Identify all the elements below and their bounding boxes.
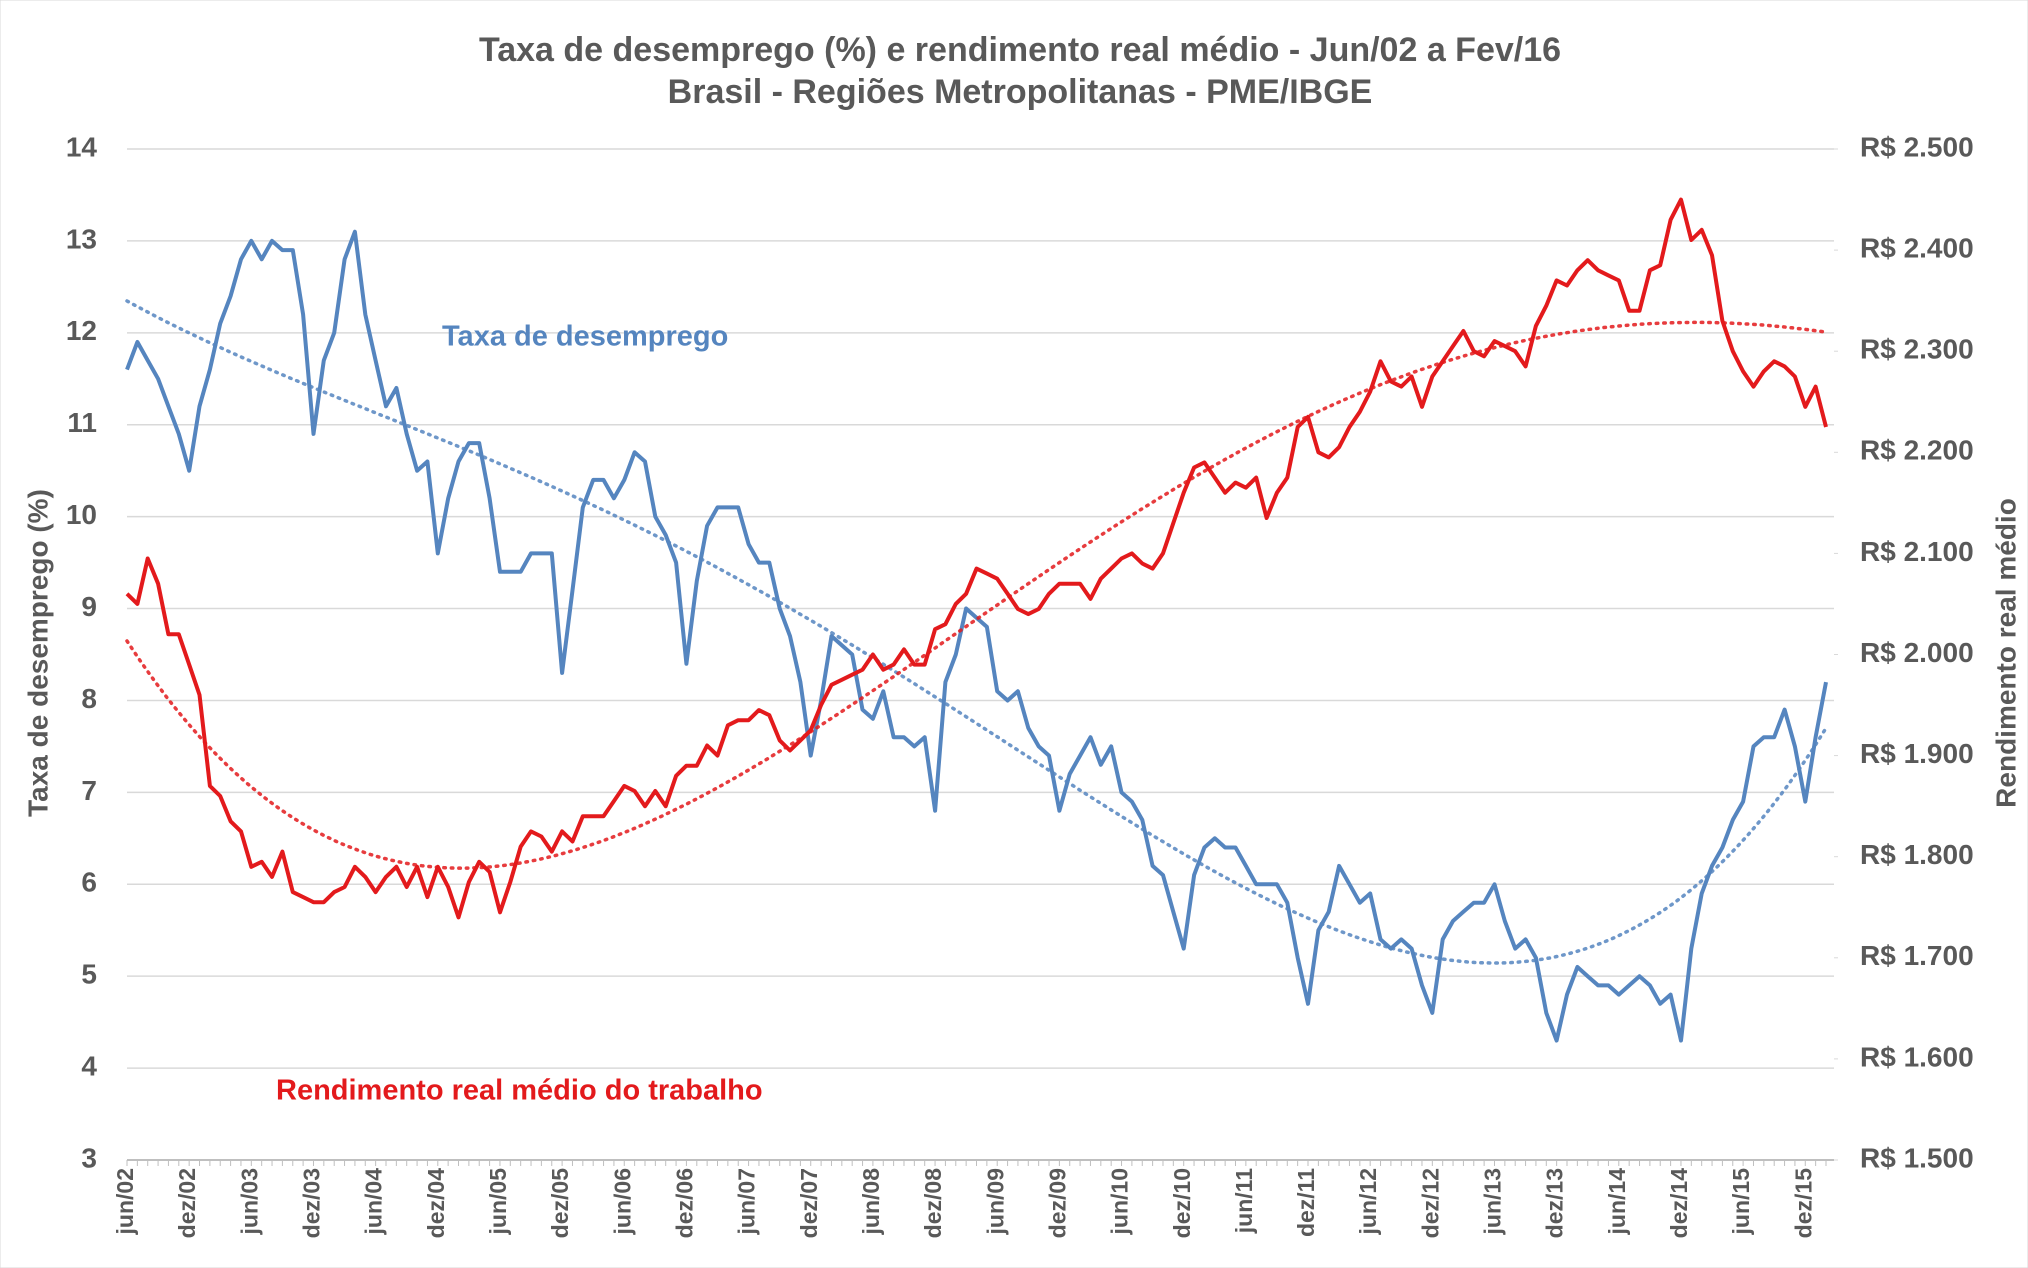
chart-subtitle: Brasil - Regiões Metropolitanas - PME/IB… xyxy=(668,73,1373,111)
y-tick-label: 9 xyxy=(81,591,97,622)
series-label: Taxa de desemprego xyxy=(442,321,728,353)
y-tick-label: 5 xyxy=(81,959,97,990)
y-axis-title: Taxa de desemprego (%) xyxy=(22,489,53,817)
y-tick-label: 4 xyxy=(81,1050,97,1081)
y-tick-label: 7 xyxy=(81,775,97,806)
y-tick-label: 14 xyxy=(66,131,98,162)
y2-tick-label: R$ 2.100 xyxy=(1860,536,1974,567)
x-tick-label: dez/13 xyxy=(1542,1168,1568,1238)
x-tick-label: dez/15 xyxy=(1790,1168,1816,1239)
y2-tick-label: R$ 1.700 xyxy=(1860,940,1974,971)
y2-axis-title: Rendimento real médio xyxy=(1990,498,2021,808)
x-tick-label: jun/03 xyxy=(236,1168,262,1235)
x-tick-label: jun/11 xyxy=(1231,1168,1257,1234)
x-tick-label: dez/11 xyxy=(1293,1168,1319,1237)
x-tick-label: jun/13 xyxy=(1480,1168,1506,1235)
y2-tick-label: R$ 2.200 xyxy=(1860,435,1974,466)
x-tick-label: dez/06 xyxy=(672,1168,698,1238)
y2-tick-label: R$ 1.900 xyxy=(1860,738,1974,769)
x-tick-label: dez/08 xyxy=(920,1168,946,1239)
y2-tick-label: R$ 1.600 xyxy=(1860,1041,1974,1072)
y-tick-label: 6 xyxy=(81,867,97,898)
x-tick-label: jun/14 xyxy=(1604,1168,1630,1236)
x-tick-label: jun/04 xyxy=(361,1168,387,1236)
series-label: Rendimento real médio do trabalho xyxy=(276,1075,763,1107)
x-tick-label: dez/07 xyxy=(796,1168,822,1238)
x-tick-label: jun/05 xyxy=(485,1168,511,1236)
series-line xyxy=(125,229,1828,1043)
x-tick-label: jun/12 xyxy=(1355,1168,1381,1235)
y2-tick-label: R$ 2.400 xyxy=(1860,232,1974,263)
x-tick-label: jun/07 xyxy=(734,1168,760,1235)
x-tick-label: dez/12 xyxy=(1417,1168,1443,1238)
y-tick-label: 10 xyxy=(66,499,97,530)
y2-tick-label: R$ 1.800 xyxy=(1860,839,1974,870)
x-tick-label: dez/10 xyxy=(1169,1168,1195,1238)
x-tick-label: dez/14 xyxy=(1666,1168,1692,1239)
x-tick-label: dez/04 xyxy=(423,1168,449,1239)
y-tick-label: 13 xyxy=(66,223,97,254)
x-tick-label: jun/02 xyxy=(112,1168,138,1235)
y2-tick-label: R$ 2.300 xyxy=(1860,334,1974,365)
trendline xyxy=(125,299,1828,965)
y-tick-label: 12 xyxy=(66,315,97,346)
series-line xyxy=(125,197,1828,920)
x-tick-label: dez/05 xyxy=(547,1168,573,1239)
y-tick-label: 11 xyxy=(67,407,97,438)
x-tick-label: jun/06 xyxy=(609,1168,635,1235)
y2-tick-label: R$ 2.000 xyxy=(1860,637,1974,668)
x-tick-label: jun/15 xyxy=(1728,1168,1754,1236)
y2-tick-label: R$ 2.500 xyxy=(1860,131,1974,162)
x-tick-label: dez/02 xyxy=(174,1168,200,1238)
x-tick-label: jun/08 xyxy=(858,1168,884,1236)
y-tick-label: 3 xyxy=(81,1142,97,1173)
x-tick-label: jun/09 xyxy=(982,1168,1008,1235)
y-tick-label: 8 xyxy=(81,683,97,714)
x-tick-label: jun/10 xyxy=(1107,1168,1133,1235)
x-tick-label: dez/09 xyxy=(1044,1168,1070,1238)
y2-tick-label: R$ 1.500 xyxy=(1860,1142,1974,1173)
chart-title: Taxa de desemprego (%) e rendimento real… xyxy=(479,31,1561,69)
x-tick-label: dez/03 xyxy=(299,1168,325,1238)
